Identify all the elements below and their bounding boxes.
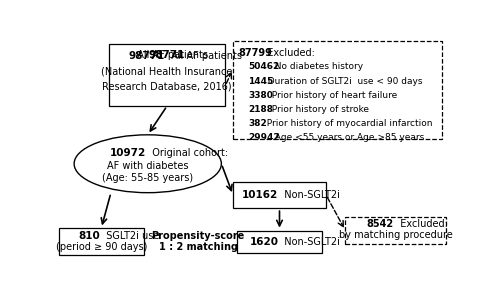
Text: 87799: 87799	[239, 48, 272, 58]
Text: 8542: 8542	[366, 219, 394, 229]
Text: No diabetes history: No diabetes history	[268, 62, 363, 71]
Text: All AF patients: All AF patients	[130, 50, 208, 60]
Text: (period ≥ 90 days): (period ≥ 90 days)	[56, 242, 147, 252]
Text: Excluded:: Excluded:	[262, 48, 315, 58]
Text: Prior history of myocardial infarction: Prior history of myocardial infarction	[262, 118, 433, 127]
Text: 382: 382	[248, 118, 267, 127]
Text: 10972: 10972	[110, 148, 146, 158]
FancyBboxPatch shape	[346, 217, 446, 244]
Text: 810: 810	[78, 231, 100, 241]
Text: 2188: 2188	[248, 105, 274, 114]
FancyBboxPatch shape	[233, 181, 326, 208]
Text: Prior history of heart failure: Prior history of heart failure	[266, 90, 397, 99]
Ellipse shape	[74, 135, 222, 193]
Text: All AF patients: All AF patients	[165, 51, 242, 61]
Text: Original cohort:: Original cohort:	[146, 148, 228, 158]
Text: (National Health Insurance: (National Health Insurance	[102, 66, 233, 76]
Text: 3380: 3380	[248, 90, 274, 99]
Text: SGLT2i use: SGLT2i use	[100, 231, 160, 241]
FancyBboxPatch shape	[109, 44, 226, 106]
Text: 50462: 50462	[248, 62, 280, 71]
Text: Duration of SGLT2i  use < 90 days: Duration of SGLT2i use < 90 days	[262, 77, 423, 86]
Text: Prior history of stroke: Prior history of stroke	[266, 105, 368, 114]
Text: Non-SGLT2i: Non-SGLT2i	[278, 190, 340, 200]
Text: 29942: 29942	[248, 133, 280, 142]
Text: Age <55 years or Age >85 years: Age <55 years or Age >85 years	[270, 133, 424, 142]
Text: 1620: 1620	[250, 237, 278, 247]
Text: 10162: 10162	[242, 190, 279, 200]
Text: 98771: 98771	[149, 50, 186, 60]
Text: by matching procedure: by matching procedure	[339, 229, 452, 240]
Text: Excluded:: Excluded:	[394, 219, 448, 229]
Text: 1445: 1445	[248, 77, 274, 86]
Text: (Age: 55-85 years): (Age: 55-85 years)	[102, 173, 194, 183]
Text: 98771: 98771	[129, 51, 165, 61]
Text: Propensity-score
1 : 2 matching: Propensity-score 1 : 2 matching	[152, 231, 245, 252]
FancyBboxPatch shape	[233, 41, 442, 139]
FancyBboxPatch shape	[237, 231, 322, 253]
Text: Non-SGLT2i: Non-SGLT2i	[278, 237, 340, 247]
Text: Research Database, 2016): Research Database, 2016)	[102, 82, 232, 92]
FancyBboxPatch shape	[58, 228, 144, 255]
Text: AF with diabetes: AF with diabetes	[107, 161, 188, 171]
